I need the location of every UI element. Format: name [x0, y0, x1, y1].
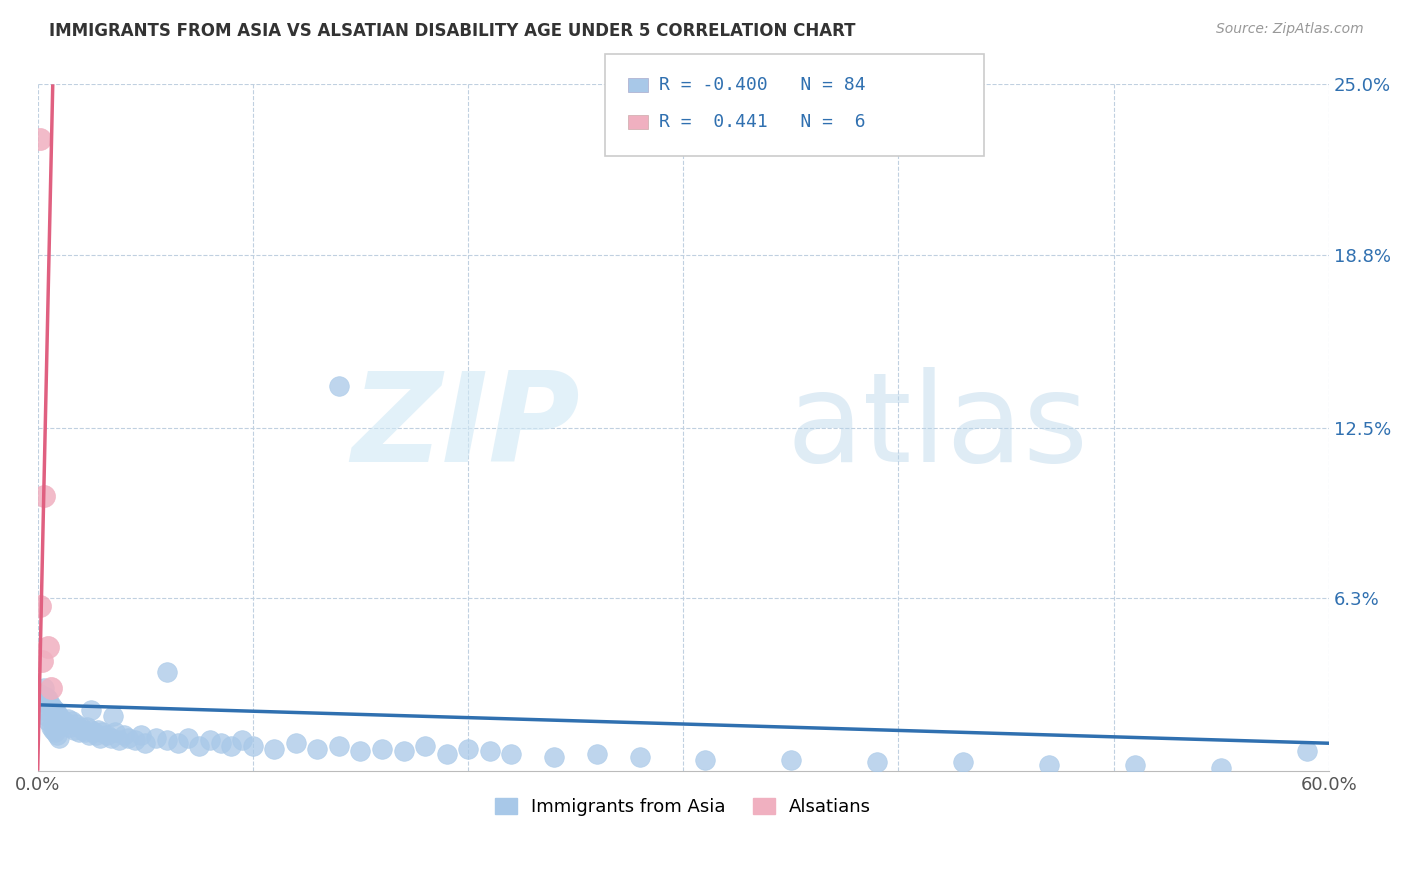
- Point: [46, 706, 69, 720]
- Point: [1211, 761, 1233, 775]
- Point: [39, 720, 62, 734]
- Point: [166, 736, 188, 750]
- Point: [87, 723, 110, 737]
- Point: [32, 681, 55, 696]
- Point: [1038, 758, 1060, 772]
- Point: [35, 690, 58, 704]
- Point: [35, 708, 58, 723]
- Point: [83, 725, 105, 739]
- Text: ZIP: ZIP: [352, 368, 581, 488]
- Point: [80, 703, 103, 717]
- Point: [28, 132, 51, 146]
- Point: [693, 753, 716, 767]
- Point: [263, 741, 285, 756]
- Point: [117, 731, 139, 745]
- Text: Source: ZipAtlas.com: Source: ZipAtlas.com: [1216, 22, 1364, 37]
- Point: [56, 712, 79, 726]
- Point: [31, 695, 53, 709]
- Point: [124, 733, 146, 747]
- Point: [349, 744, 371, 758]
- Point: [89, 731, 111, 745]
- Point: [39, 681, 62, 696]
- Point: [65, 717, 87, 731]
- Point: [60, 714, 83, 729]
- Point: [952, 756, 974, 770]
- Point: [63, 723, 86, 737]
- Point: [145, 731, 167, 745]
- Point: [501, 747, 523, 762]
- Point: [371, 741, 394, 756]
- Point: [188, 739, 211, 753]
- Point: [59, 720, 82, 734]
- Point: [101, 708, 124, 723]
- Point: [72, 723, 94, 737]
- Point: [32, 489, 55, 503]
- Point: [221, 739, 243, 753]
- Text: atlas: atlas: [786, 368, 1088, 488]
- Point: [242, 739, 264, 753]
- Point: [42, 700, 65, 714]
- Point: [392, 744, 415, 758]
- Point: [46, 728, 69, 742]
- Point: [156, 733, 179, 747]
- Point: [108, 733, 131, 747]
- Point: [55, 717, 77, 731]
- Point: [628, 750, 651, 764]
- Legend: Immigrants from Asia, Alsatians: Immigrants from Asia, Alsatians: [488, 790, 879, 823]
- Point: [44, 703, 66, 717]
- Point: [28, 687, 51, 701]
- Point: [413, 739, 436, 753]
- Point: [28, 599, 51, 613]
- Point: [1123, 758, 1146, 772]
- Point: [457, 741, 479, 756]
- Point: [134, 736, 156, 750]
- Point: [42, 723, 65, 737]
- Point: [198, 733, 221, 747]
- Point: [51, 712, 73, 726]
- Point: [48, 708, 70, 723]
- Point: [100, 731, 122, 745]
- Point: [328, 379, 350, 393]
- Point: [104, 725, 127, 739]
- Point: [586, 747, 609, 762]
- Point: [91, 725, 114, 739]
- Point: [436, 747, 458, 762]
- Point: [73, 725, 96, 739]
- Point: [31, 654, 53, 668]
- Point: [209, 736, 232, 750]
- Point: [177, 731, 200, 745]
- Point: [39, 698, 62, 712]
- Point: [84, 728, 107, 742]
- Point: [328, 739, 350, 753]
- Point: [866, 756, 889, 770]
- Text: R =  0.441   N =  6: R = 0.441 N = 6: [659, 113, 866, 131]
- Point: [79, 728, 101, 742]
- Text: R = -0.400   N = 84: R = -0.400 N = 84: [659, 76, 866, 94]
- Point: [37, 692, 59, 706]
- Text: IMMIGRANTS FROM ASIA VS ALSATIAN DISABILITY AGE UNDER 5 CORRELATION CHART: IMMIGRANTS FROM ASIA VS ALSATIAN DISABIL…: [49, 22, 856, 40]
- Point: [156, 665, 179, 679]
- Point: [67, 725, 90, 739]
- Point: [543, 750, 565, 764]
- Point: [44, 725, 66, 739]
- Point: [37, 640, 59, 655]
- Point: [32, 703, 55, 717]
- Point: [1296, 744, 1319, 758]
- Point: [112, 728, 135, 742]
- Point: [76, 720, 98, 734]
- Point: [284, 736, 307, 750]
- Point: [780, 753, 803, 767]
- Point: [307, 741, 329, 756]
- Point: [80, 723, 103, 737]
- Point: [231, 733, 253, 747]
- Point: [478, 744, 501, 758]
- Point: [69, 720, 91, 734]
- Point: [52, 714, 75, 729]
- Point: [96, 728, 118, 742]
- Point: [129, 728, 152, 742]
- Point: [37, 714, 59, 729]
- Point: [48, 731, 70, 745]
